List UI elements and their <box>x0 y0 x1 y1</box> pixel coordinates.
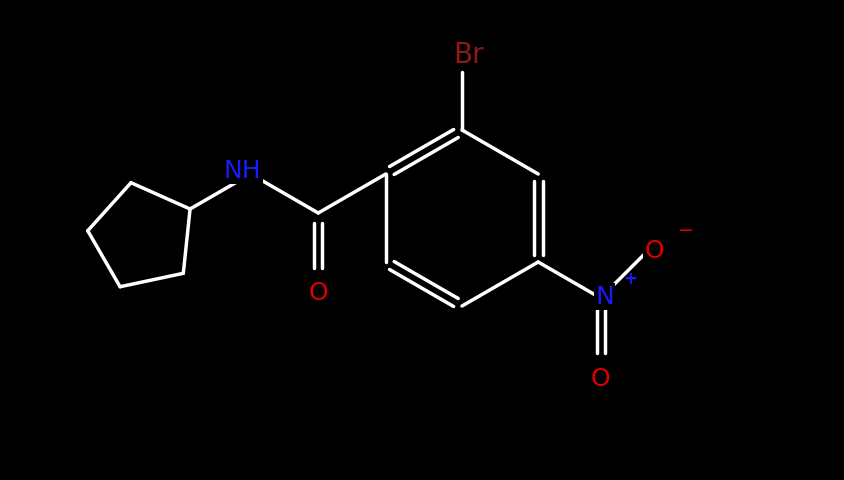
Text: O: O <box>591 366 610 390</box>
Text: N: N <box>595 285 614 308</box>
Text: −: − <box>679 220 695 239</box>
Text: +: + <box>624 269 637 288</box>
Text: O: O <box>645 239 664 263</box>
Text: O: O <box>308 280 328 304</box>
Text: Br: Br <box>454 41 484 69</box>
Text: NH: NH <box>224 159 262 182</box>
